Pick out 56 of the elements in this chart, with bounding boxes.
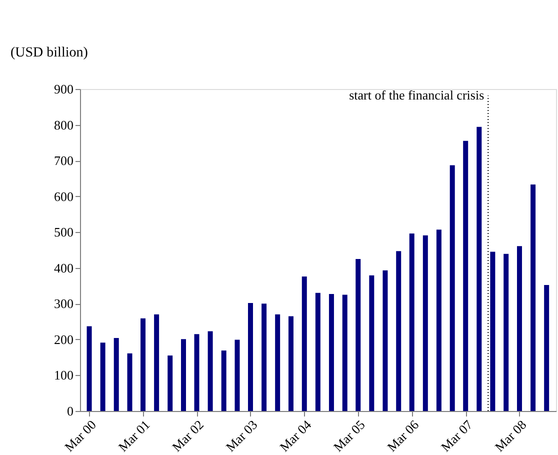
bar [342, 294, 348, 411]
bar [328, 294, 334, 411]
y-tick-label: 700 [54, 153, 74, 168]
bar [100, 342, 106, 411]
bar [315, 292, 320, 411]
bar [275, 314, 280, 411]
x-tick-label: Mar 05 [330, 417, 368, 455]
bar [356, 258, 361, 411]
bar [248, 302, 253, 411]
y-tick-label: 0 [67, 404, 74, 418]
x-tick-label: Mar 03 [222, 417, 260, 455]
ref-line-label: start of the financial crisis [349, 87, 484, 102]
bar [234, 340, 240, 411]
bar [450, 165, 455, 411]
bar [516, 246, 522, 411]
y-tick-label: 400 [54, 260, 74, 276]
bar [127, 353, 132, 411]
bar [396, 251, 402, 411]
x-tick-label: Mar 06 [384, 416, 422, 455]
y-tick-label: 500 [54, 224, 74, 240]
bar [504, 254, 509, 411]
y-tick-label: 900 [54, 82, 74, 96]
bar [369, 275, 374, 411]
y-tick-label: 200 [54, 332, 74, 347]
bar [422, 235, 428, 411]
bar [208, 331, 213, 411]
bar [409, 234, 414, 411]
x-tick-label: Mar 01 [115, 417, 153, 455]
y-tick-label: 100 [54, 368, 74, 383]
bar [476, 126, 482, 411]
bar [194, 334, 200, 411]
bar [262, 304, 267, 411]
x-tick-label: Mar 02 [169, 417, 206, 455]
bar [181, 339, 186, 411]
bar [140, 318, 146, 411]
bar [221, 350, 226, 411]
bar [86, 326, 92, 411]
bar [490, 252, 496, 411]
y-tick-label: 300 [54, 296, 74, 312]
bar [436, 230, 442, 411]
bar [530, 184, 536, 411]
x-tick-label: Mar 04 [276, 416, 314, 455]
bar [154, 314, 160, 411]
x-tick-label: Mar 00 [62, 417, 99, 455]
bar [302, 276, 307, 411]
bar [168, 356, 173, 411]
x-tick-label: Mar 07 [438, 416, 476, 455]
bar [288, 316, 294, 411]
y-axis-title: (USD billion) [10, 46, 88, 60]
y-tick-label: 800 [54, 117, 74, 132]
bar [114, 338, 119, 411]
y-tick-label: 600 [54, 188, 74, 204]
x-tick-label: Mar 08 [492, 417, 530, 455]
bar [544, 285, 550, 411]
bar [463, 140, 468, 411]
bar [382, 270, 388, 411]
